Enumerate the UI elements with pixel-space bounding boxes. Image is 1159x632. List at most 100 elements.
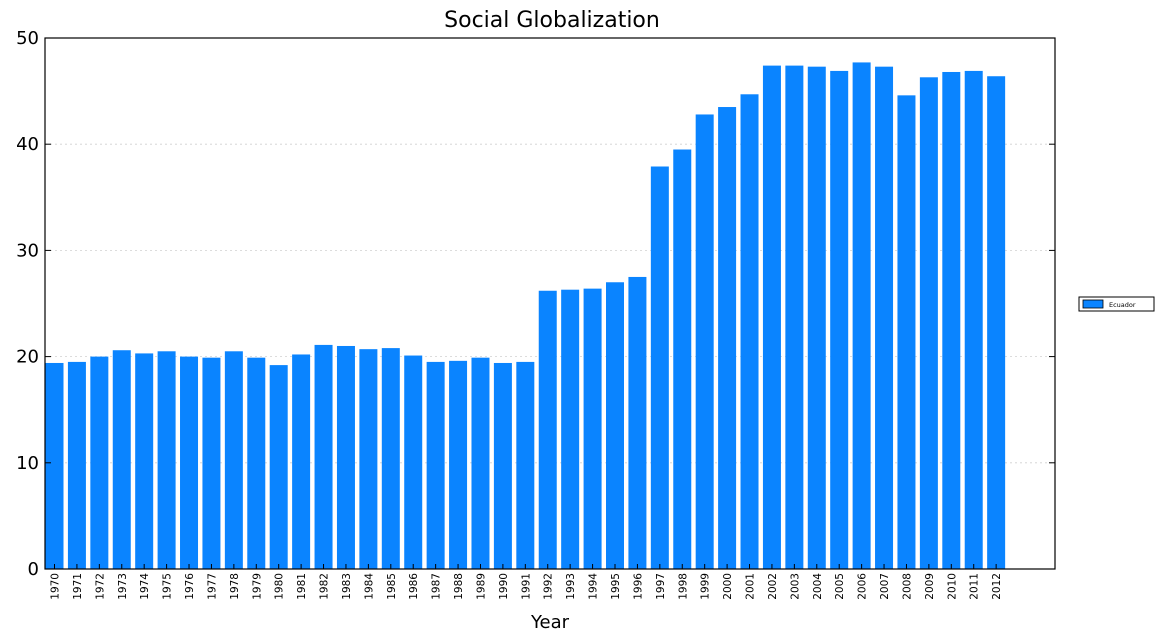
x-tick-label-1979: 1979 xyxy=(251,573,263,600)
x-tick-label-1975: 1975 xyxy=(162,573,174,600)
x-tick-label-1993: 1993 xyxy=(565,573,577,600)
bar-2009 xyxy=(919,77,938,569)
x-tick-label-2003: 2003 xyxy=(789,573,801,600)
x-tick-label-1974: 1974 xyxy=(139,573,151,600)
bar-2003 xyxy=(785,65,804,569)
x-tick-label-1973: 1973 xyxy=(117,573,129,600)
bar-2005 xyxy=(830,70,849,569)
x-tick-label-2002: 2002 xyxy=(767,573,779,600)
x-tick-label-1978: 1978 xyxy=(229,573,241,600)
bar-1973 xyxy=(112,350,131,569)
x-tick-label-1997: 1997 xyxy=(655,573,667,600)
bar-1990 xyxy=(493,362,512,569)
bars xyxy=(45,62,1006,570)
y-axis: 0 10 20 30 40 50 xyxy=(16,28,1055,580)
x-tick-label-1980: 1980 xyxy=(274,573,286,600)
bar-1987 xyxy=(426,361,445,569)
x-tick-label-1992: 1992 xyxy=(543,573,555,600)
bar-1994 xyxy=(583,288,602,569)
x-axis: 1970 1971 1972 1973 1974 1975 1976 1977 1978 1979… xyxy=(50,564,1003,600)
bar-2006 xyxy=(852,62,871,570)
x-tick-label-2000: 2000 xyxy=(722,573,734,600)
x-tick-label-2012: 2012 xyxy=(991,573,1003,600)
x-tick-label-1994: 1994 xyxy=(588,573,600,600)
x-tick-label-1983: 1983 xyxy=(341,573,353,600)
x-tick-label-2011: 2011 xyxy=(969,573,981,600)
x-tick-label-1986: 1986 xyxy=(408,573,420,600)
bar-1976 xyxy=(180,356,199,569)
bar-1985 xyxy=(381,348,400,569)
y-tick-label-30: 30 xyxy=(16,240,39,261)
bar-2000 xyxy=(718,107,737,569)
y-tick-label-40: 40 xyxy=(16,134,39,155)
x-tick-label-1991: 1991 xyxy=(520,573,532,600)
x-tick-label-2001: 2001 xyxy=(745,573,757,600)
x-tick-label-1981: 1981 xyxy=(296,573,308,600)
legend: Ecuador xyxy=(1078,296,1155,312)
x-tick-label-1985: 1985 xyxy=(386,573,398,600)
x-tick-label-1984: 1984 xyxy=(363,573,375,600)
bar-2004 xyxy=(807,66,826,569)
x-tick-label-1998: 1998 xyxy=(677,573,689,600)
bar-1979 xyxy=(247,357,266,569)
x-tick-label-2009: 2009 xyxy=(924,573,936,600)
legend-label-ecuador: Ecuador xyxy=(1109,301,1136,309)
x-axis-label: Year xyxy=(530,612,570,632)
plot-frame xyxy=(44,37,1056,570)
x-tick-label-2008: 2008 xyxy=(901,573,913,600)
bar-1984 xyxy=(359,349,378,569)
x-tick-label-1976: 1976 xyxy=(184,573,196,600)
x-tick-label-1988: 1988 xyxy=(453,573,465,600)
bar-1997 xyxy=(650,166,669,569)
bar-1998 xyxy=(673,149,692,569)
bar-1991 xyxy=(516,361,535,569)
x-tick-label-1990: 1990 xyxy=(498,573,510,600)
y-tick-label-0: 0 xyxy=(28,559,39,580)
bar-1970 xyxy=(45,362,64,569)
bar-2002 xyxy=(762,65,781,569)
x-tick-label-2004: 2004 xyxy=(812,573,824,600)
x-tick-label-1970: 1970 xyxy=(50,573,62,600)
bar-1978 xyxy=(224,351,243,569)
bar-2012 xyxy=(987,76,1006,570)
bar-2010 xyxy=(942,71,961,569)
bar-1980 xyxy=(269,365,288,569)
bar-1977 xyxy=(202,357,221,569)
bar-1993 xyxy=(561,289,580,569)
x-tick-label-1995: 1995 xyxy=(610,573,622,600)
x-tick-label-1989: 1989 xyxy=(475,573,487,600)
x-tick-label-2005: 2005 xyxy=(834,573,846,600)
x-tick-label-1999: 1999 xyxy=(700,573,712,600)
x-tick-label-1987: 1987 xyxy=(431,573,443,600)
x-tick-label-2007: 2007 xyxy=(879,573,891,600)
bar-1988 xyxy=(449,360,468,569)
y-tick-label-10: 10 xyxy=(16,453,39,474)
x-tick-label-1971: 1971 xyxy=(72,573,84,600)
bar-2001 xyxy=(740,94,759,569)
bar-1982 xyxy=(314,344,333,569)
chart-title: Social Globalization xyxy=(444,8,660,33)
x-tick-label-1982: 1982 xyxy=(319,573,331,600)
bar-1986 xyxy=(404,355,423,569)
x-tick-label-2010: 2010 xyxy=(946,573,958,600)
bar-1992 xyxy=(538,290,557,569)
bar-1989 xyxy=(471,357,490,569)
bar-2008 xyxy=(897,95,916,570)
bar-1996 xyxy=(628,276,647,569)
legend-swatch-ecuador xyxy=(1082,299,1104,309)
bar-1972 xyxy=(90,356,109,569)
bar-2011 xyxy=(964,70,983,569)
bar-1974 xyxy=(135,353,154,569)
x-tick-label-1977: 1977 xyxy=(206,573,218,600)
bar-1971 xyxy=(67,361,86,569)
bar-1999 xyxy=(695,114,714,570)
y-tick-label-20: 20 xyxy=(16,347,39,368)
bar-2007 xyxy=(875,66,894,569)
x-tick-label-2006: 2006 xyxy=(857,573,869,600)
bar-1983 xyxy=(336,345,355,569)
bar-1975 xyxy=(157,351,176,569)
x-tick-label-1996: 1996 xyxy=(632,573,644,600)
x-tick-label-1972: 1972 xyxy=(94,573,106,600)
bar-1981 xyxy=(292,354,311,569)
